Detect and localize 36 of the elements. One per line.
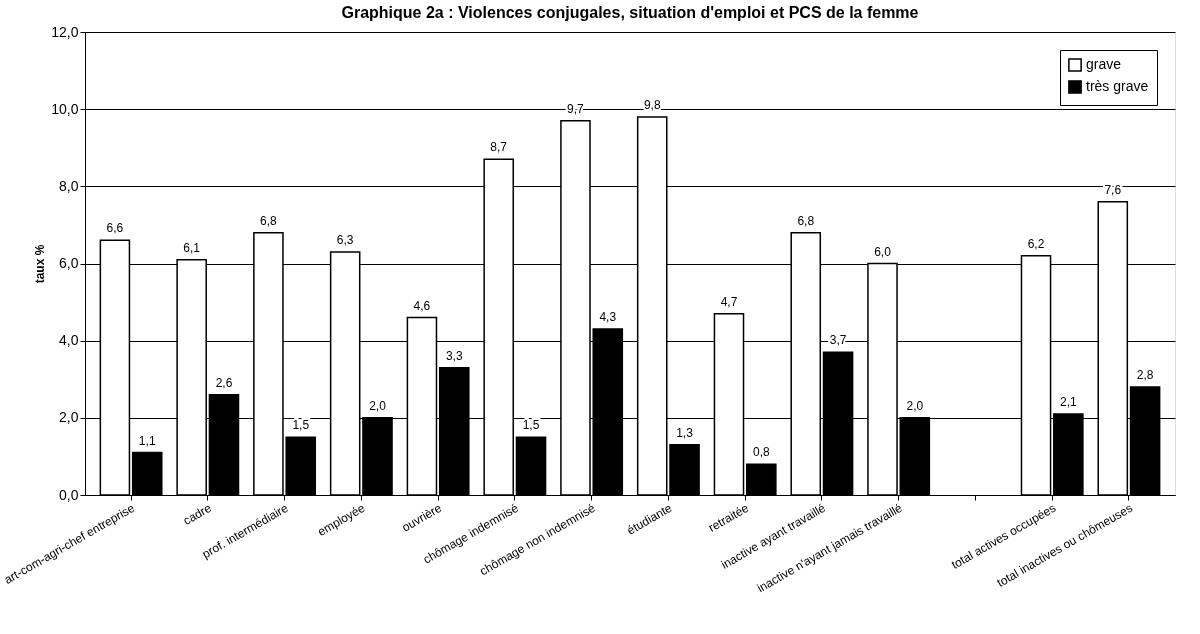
y-tick-label: 8,0 <box>59 177 79 194</box>
data-label: 1,1 <box>138 433 156 448</box>
data-label: 2,6 <box>215 375 233 390</box>
data-label: 2,0 <box>906 398 924 413</box>
data-label: 6,1 <box>183 240 201 255</box>
data-label: 4,3 <box>599 310 617 325</box>
y-tick-label: 4,0 <box>59 332 79 349</box>
data-label: 1,3 <box>676 425 694 440</box>
y-axis-title: taux % <box>33 244 48 284</box>
data-label: 9,8 <box>643 97 661 112</box>
x-tick-label: cadre <box>180 500 215 528</box>
y-tick-label: 12,0 <box>51 23 79 40</box>
data-label: 7,6 <box>1104 182 1122 197</box>
data-label: 2,0 <box>369 398 387 413</box>
data-label: 6,8 <box>260 213 278 228</box>
data-label: 1,5 <box>292 418 310 433</box>
data-label: 6,8 <box>797 213 815 228</box>
data-label: 3,3 <box>445 348 463 363</box>
data-label: 2,8 <box>1136 367 1154 382</box>
data-label: 1,5 <box>522 418 540 433</box>
data-label: 6,6 <box>106 221 124 236</box>
y-tick-label: 2,0 <box>59 409 79 426</box>
data-label: 8,7 <box>490 140 508 155</box>
data-label: 0,8 <box>752 445 770 460</box>
y-tick-label: 6,0 <box>59 255 79 271</box>
legend-label: très grave <box>1086 78 1149 94</box>
chart-title: Graphique 2a : Violences conjugales, situation d'emploi et PCS de la femme <box>341 4 919 21</box>
data-label: 2,1 <box>1060 394 1078 409</box>
data-label: 4,6 <box>413 298 431 313</box>
data-label: 4,7 <box>720 294 738 309</box>
legend-label: grave <box>1086 56 1122 72</box>
data-label: 6,3 <box>336 232 354 247</box>
data-label: 6,2 <box>1027 236 1045 251</box>
y-tick-label: 10,0 <box>51 100 79 117</box>
data-label: 6,0 <box>874 244 892 259</box>
y-tick-label: 0,0 <box>59 486 79 503</box>
